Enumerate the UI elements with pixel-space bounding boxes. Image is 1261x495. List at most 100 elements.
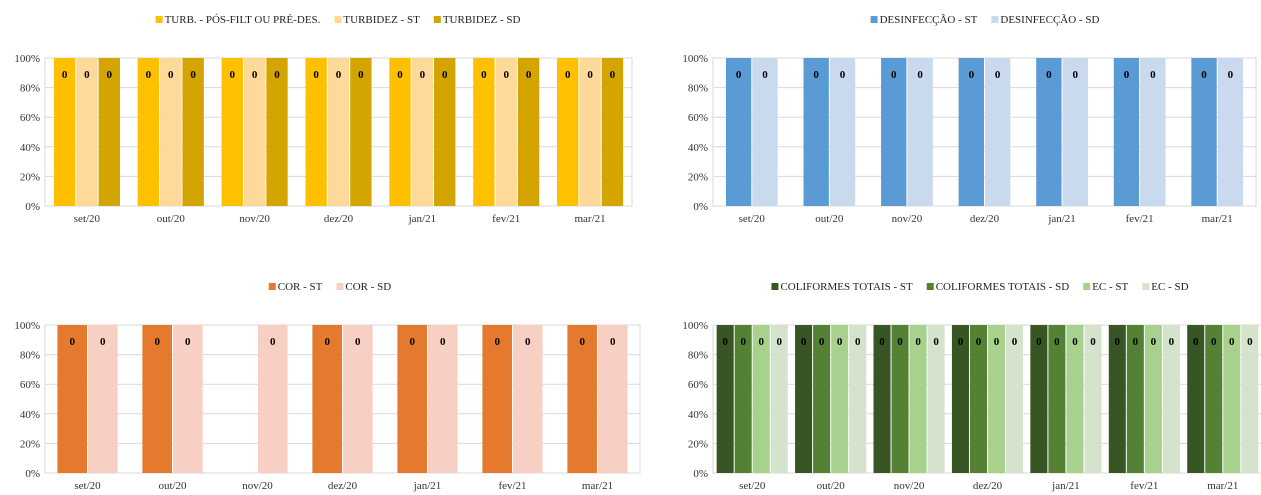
- x-tick-label: out/20: [157, 213, 186, 225]
- data-label: 0: [1133, 336, 1139, 348]
- bar: [1144, 325, 1162, 473]
- data-label: 0: [154, 336, 160, 348]
- x-tick-label: nov/20: [239, 213, 270, 225]
- data-label: 0: [1124, 69, 1130, 81]
- bar: [985, 58, 1011, 206]
- y-tick-label: 40%: [688, 409, 708, 421]
- data-label: 0: [1247, 336, 1253, 348]
- x-tick-label: fev/21: [498, 480, 526, 492]
- data-label: 0: [1046, 69, 1052, 81]
- data-label: 0: [185, 336, 191, 348]
- data-label: 0: [855, 336, 861, 348]
- x-tick-label: set/20: [74, 480, 101, 492]
- bar: [891, 325, 909, 473]
- y-tick-label: 60%: [20, 112, 40, 124]
- data-label: 0: [565, 69, 571, 81]
- data-label: 0: [100, 336, 106, 348]
- legend-item: DESINFECÇÃO - SD: [991, 14, 1099, 26]
- data-label: 0: [230, 69, 236, 81]
- y-tick-label: 0%: [693, 201, 708, 213]
- bar: [951, 325, 969, 473]
- bar: [389, 58, 411, 206]
- data-label: 0: [891, 69, 897, 81]
- data-label: 0: [610, 336, 616, 348]
- bar: [958, 58, 984, 206]
- data-label: 0: [62, 69, 68, 81]
- data-label: 0: [503, 69, 509, 81]
- data-label: 0: [1211, 336, 1217, 348]
- y-tick-label: 80%: [20, 350, 40, 362]
- bar: [513, 325, 543, 473]
- data-label: 0: [1193, 336, 1199, 348]
- bar: [327, 58, 350, 206]
- bar: [598, 325, 628, 473]
- bar: [1241, 325, 1259, 473]
- x-tick-label: jan/21: [1047, 213, 1076, 225]
- bar: [725, 58, 752, 206]
- bar: [142, 325, 172, 473]
- legend-label: TURB. - PÓS-FILT OU PRÉ-DES.: [165, 14, 321, 26]
- data-label: 0: [1228, 69, 1234, 81]
- bar: [907, 58, 933, 206]
- bar: [343, 325, 373, 473]
- legend-swatch: [926, 283, 934, 290]
- bar: [1084, 325, 1102, 473]
- y-tick-label: 80%: [20, 83, 40, 95]
- bar: [1030, 325, 1048, 473]
- legend-label: EC - ST: [1092, 281, 1128, 293]
- legend-label: TURBIDEZ - ST: [343, 14, 420, 26]
- y-tick-label: 80%: [688, 350, 708, 362]
- bar: [428, 325, 458, 473]
- data-label: 0: [1201, 69, 1207, 81]
- data-label: 0: [879, 336, 885, 348]
- data-label: 0: [819, 336, 825, 348]
- data-label: 0: [494, 336, 500, 348]
- legend: TURB. - PÓS-FILT OU PRÉ-DES. TURBIDEZ - S…: [155, 14, 521, 26]
- x-tick-label: dez/20: [324, 213, 354, 225]
- data-label: 0: [758, 336, 764, 348]
- legend: DESINFECÇÃO - ST DESINFECÇÃO - SD: [870, 14, 1099, 26]
- bar: [752, 325, 770, 473]
- bar: [258, 325, 288, 473]
- bar: [601, 58, 624, 206]
- x-tick-label: mar/21: [1207, 480, 1238, 492]
- bar: [305, 58, 327, 206]
- bar: [350, 58, 372, 206]
- bar: [1140, 58, 1166, 206]
- data-label: 0: [274, 69, 280, 81]
- data-label: 0: [168, 69, 174, 81]
- legend-label: TURBIDEZ - SD: [443, 14, 521, 26]
- data-label: 0: [355, 336, 361, 348]
- bar: [1006, 325, 1024, 473]
- legend-swatch: [1142, 283, 1150, 290]
- bar: [243, 58, 266, 206]
- data-label: 0: [1229, 336, 1235, 348]
- bar: [557, 58, 579, 206]
- bar: [1036, 58, 1062, 206]
- y-tick-label: 0%: [25, 468, 40, 480]
- data-label: 0: [526, 69, 532, 81]
- bar: [927, 325, 945, 473]
- x-tick-label: mar/21: [574, 213, 605, 225]
- data-label: 0: [736, 69, 742, 81]
- data-label: 0: [69, 336, 75, 348]
- legend-label: COR - ST: [278, 281, 323, 293]
- x-tick-label: dez/20: [328, 480, 358, 492]
- bar: [1062, 58, 1088, 206]
- legend-item: COR - ST: [268, 281, 323, 293]
- data-label: 0: [420, 69, 426, 81]
- bar: [397, 325, 427, 473]
- data-label: 0: [525, 336, 531, 348]
- legend-item: COR - SD: [336, 281, 391, 293]
- bar: [831, 325, 849, 473]
- legend-label: DESINFECÇÃO - SD: [1000, 14, 1099, 26]
- bar: [473, 58, 495, 206]
- data-label: 0: [933, 336, 939, 348]
- bar: [76, 58, 98, 206]
- y-tick-label: 100%: [14, 320, 40, 332]
- data-label: 0: [1072, 336, 1078, 348]
